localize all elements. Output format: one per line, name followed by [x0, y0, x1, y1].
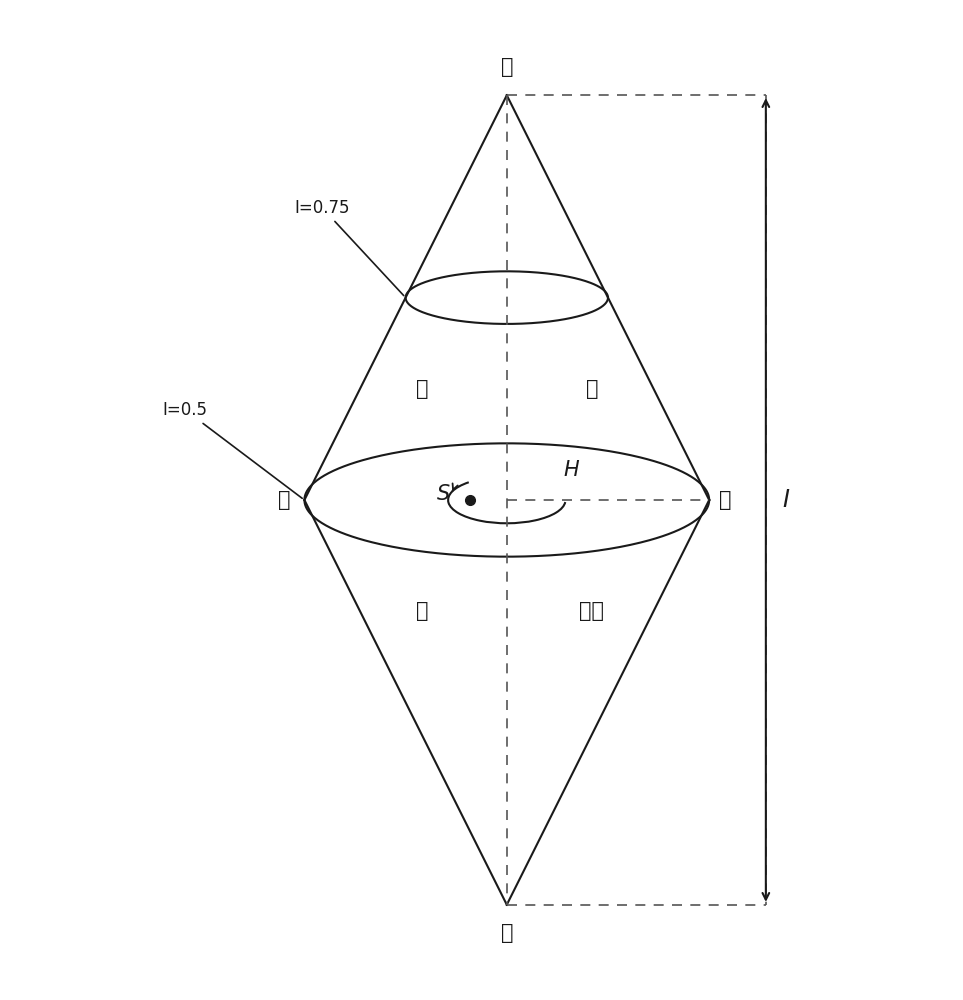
Text: 红: 红 [719, 490, 732, 510]
Text: 蓝: 蓝 [416, 601, 428, 621]
Text: 青: 青 [277, 490, 290, 510]
Text: 黄: 黄 [586, 379, 598, 399]
Text: I=0.75: I=0.75 [295, 199, 403, 296]
Text: S: S [437, 484, 450, 504]
Text: I: I [782, 488, 789, 512]
Text: 品红: 品红 [580, 601, 605, 621]
Text: I=0.5: I=0.5 [163, 401, 302, 498]
Text: 绿: 绿 [416, 379, 428, 399]
Text: H: H [563, 460, 579, 480]
Text: 黑: 黑 [501, 923, 513, 943]
Text: 白: 白 [501, 57, 513, 77]
